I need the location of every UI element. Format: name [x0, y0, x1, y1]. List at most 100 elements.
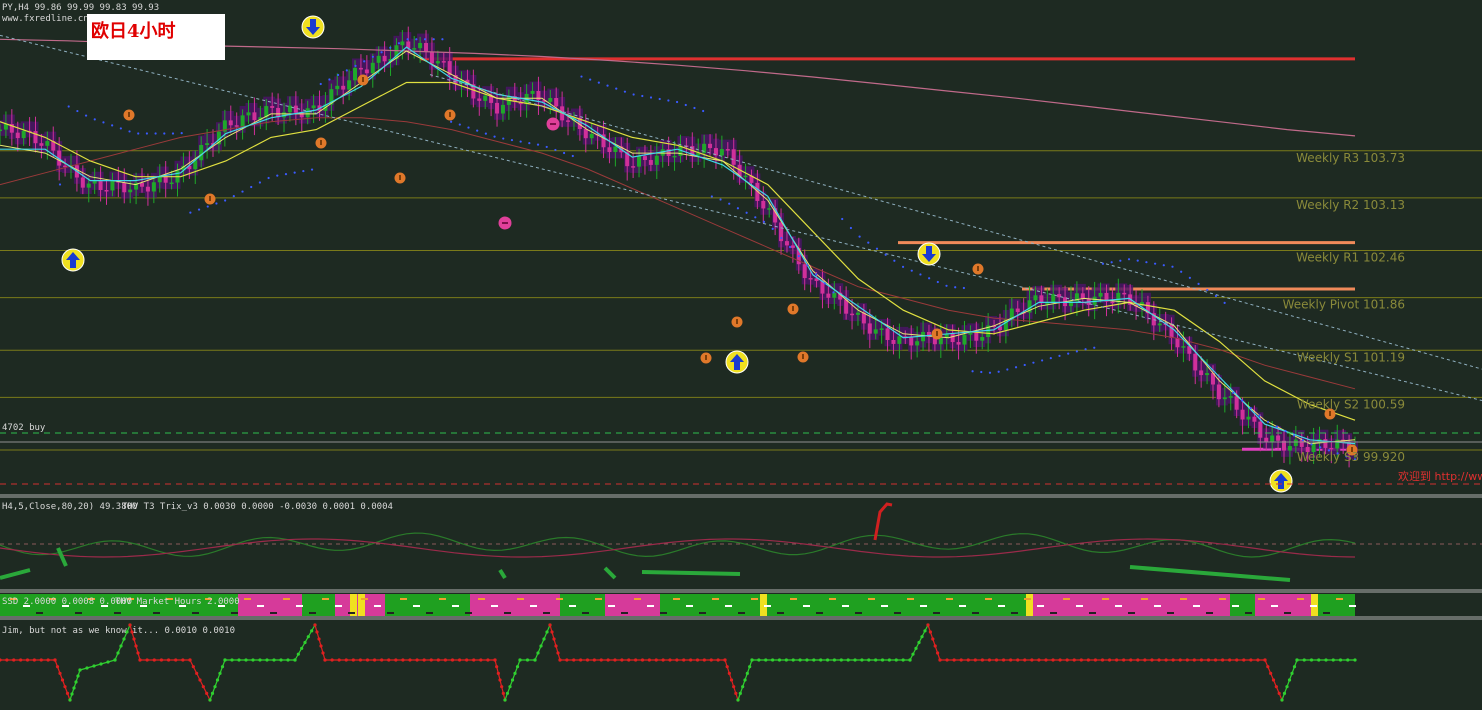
jim-dot — [303, 640, 307, 645]
sar-dot — [154, 132, 157, 135]
jim-dot — [323, 658, 327, 662]
jim-dot — [1192, 658, 1196, 662]
sar-dot — [1319, 446, 1322, 449]
candle-body — [773, 208, 778, 223]
sar-dot — [971, 370, 974, 373]
jim-dot — [736, 698, 740, 702]
sar-dot — [554, 148, 557, 152]
jim-dot — [695, 658, 700, 662]
sar-dot — [797, 254, 800, 258]
sar-dot — [1249, 406, 1252, 410]
sar-dot — [58, 183, 62, 186]
sar-dot — [1353, 458, 1357, 461]
strip-tick — [1323, 612, 1330, 614]
candle-body — [163, 175, 168, 183]
candle-body — [1210, 373, 1215, 385]
candle-body — [376, 55, 381, 63]
candle-body — [855, 312, 860, 315]
jim-dot — [32, 658, 36, 662]
strip-tick — [777, 612, 784, 614]
sar-dot — [1275, 425, 1278, 428]
jim-dot — [1282, 691, 1287, 695]
candle-body — [270, 106, 275, 108]
strip-tick — [153, 612, 160, 614]
sar-dot — [788, 245, 792, 249]
strip-yellow — [1026, 594, 1033, 616]
signal-markers — [61, 15, 1358, 493]
jim-dot — [296, 652, 300, 656]
strip-tick — [959, 605, 966, 607]
parabolic-sar-dots — [58, 38, 1357, 461]
candle-body — [157, 175, 162, 183]
jim-dot — [1256, 658, 1260, 662]
jim-dot — [640, 658, 645, 662]
candle-body — [276, 107, 281, 118]
jim-dot — [1016, 658, 1020, 662]
candle-body — [199, 145, 204, 161]
sar-dot — [1310, 443, 1313, 446]
sar-dot — [806, 264, 809, 267]
jim-dot — [923, 629, 927, 633]
jim-dot — [258, 658, 262, 662]
sar-dot — [293, 171, 296, 174]
jim-dot — [306, 635, 310, 639]
jim-dot — [860, 658, 864, 662]
jim-dot — [201, 685, 205, 689]
jim-dot — [408, 658, 412, 662]
sar-dot — [319, 82, 322, 86]
jim-dot — [518, 658, 522, 662]
candle-body — [299, 112, 304, 118]
strip-tick — [10, 598, 17, 600]
candle-body — [867, 323, 872, 334]
sar-dot — [476, 129, 479, 132]
candle-body — [394, 45, 399, 60]
candle-body — [1092, 296, 1097, 305]
candle-body — [483, 95, 488, 101]
candle-body — [1027, 300, 1032, 313]
jim-dot — [223, 658, 227, 662]
jim-dot — [65, 691, 70, 695]
strip-yellow — [358, 594, 365, 616]
strip-tick — [933, 612, 940, 614]
sar-dot — [771, 227, 774, 230]
jim-dot — [286, 658, 290, 662]
jim-dot — [1295, 658, 1299, 662]
candle-body — [997, 326, 1002, 331]
candle-body — [104, 189, 109, 192]
ssd-label: SSD 2.0000 0.0008 0.0000 — [2, 597, 132, 607]
candle-body — [1098, 292, 1103, 297]
jim-dot — [931, 637, 935, 641]
jim-dot — [99, 662, 103, 666]
jim-dot — [1115, 658, 1119, 662]
jim-dot — [128, 623, 132, 627]
sar-dot — [206, 205, 209, 208]
sar-dot — [1101, 262, 1105, 265]
sar-dot — [128, 130, 131, 133]
jim-dot — [874, 658, 878, 662]
sar-dot — [901, 265, 905, 268]
sar-dot — [1214, 294, 1218, 298]
jim-label: Jim, but not as we know it... 0.0010 0.0… — [2, 626, 235, 636]
jim-dot — [1171, 658, 1175, 662]
jim-dot — [465, 658, 469, 662]
strip-tick — [1154, 605, 1161, 607]
jim-dot — [244, 658, 248, 662]
strip-tick — [660, 612, 667, 614]
candle-body — [885, 328, 890, 340]
candle-body — [974, 332, 979, 341]
strip-tick — [296, 605, 303, 607]
strip-tick — [452, 605, 459, 607]
sar-dot — [397, 42, 401, 45]
jim-dot — [380, 658, 384, 662]
sar-dot — [510, 138, 514, 142]
jim-dot — [1317, 658, 1321, 662]
jim-dot — [25, 658, 30, 662]
jim-dot — [980, 658, 984, 662]
sar-dot — [571, 154, 574, 158]
jim-dot — [1309, 658, 1314, 662]
strip-tick — [374, 605, 381, 607]
candle-body — [252, 112, 257, 121]
strip-tick — [738, 612, 745, 614]
strip-tick — [829, 598, 836, 600]
strip-tick — [49, 598, 56, 600]
